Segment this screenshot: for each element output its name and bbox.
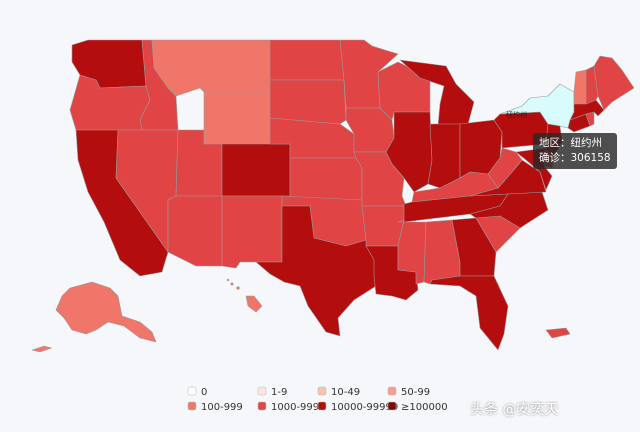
- legend-item[interactable]: 0: [187, 386, 207, 398]
- legend-item[interactable]: ≥100000: [387, 401, 448, 413]
- state-wyoming[interactable]: [203, 91, 271, 145]
- state-north-carolina[interactable]: [469, 191, 549, 229]
- state-north-dakota[interactable]: [269, 39, 345, 81]
- state-new-mexico[interactable]: [221, 195, 283, 269]
- legend-item[interactable]: 10000-99999: [317, 401, 398, 413]
- legend-label: 1-9: [271, 387, 287, 398]
- tooltip-region-line: 地区：纽约州: [539, 137, 602, 149]
- map-tooltip: 地区：纽约州 确诊：306158: [533, 133, 617, 169]
- state-west-virginia[interactable]: [487, 147, 523, 189]
- state-south-dakota[interactable]: [269, 79, 347, 125]
- legend-swatch: [387, 401, 397, 411]
- state-texas[interactable]: [255, 205, 377, 337]
- state-hawaii[interactable]: [245, 295, 263, 313]
- legend-item[interactable]: 1-9: [257, 386, 287, 398]
- state-arizona[interactable]: [167, 195, 223, 267]
- legend-swatch: [187, 401, 197, 411]
- tooltip-confirmed-line: 确诊：306158: [539, 152, 611, 164]
- map-decorations: [31, 278, 240, 353]
- legend-label: ≥100000: [401, 402, 448, 413]
- state-alaska[interactable]: [55, 281, 157, 343]
- state-florida[interactable]: [429, 275, 509, 351]
- legend-swatch: [317, 401, 327, 411]
- hawaii-islet: [236, 286, 240, 290]
- map-label-new-york: 纽约州: [506, 110, 527, 119]
- legend-item[interactable]: 10-49: [317, 386, 360, 398]
- legend-swatch: [387, 386, 397, 396]
- legend-label: 10000-99999: [331, 402, 398, 413]
- legend-swatch: [257, 386, 267, 396]
- state-kansas[interactable]: [289, 157, 363, 201]
- states-layer: [55, 39, 635, 351]
- hawaii-islet: [226, 278, 230, 282]
- state-colorado[interactable]: [221, 143, 291, 197]
- state-puerto-rico[interactable]: [545, 327, 571, 339]
- legend-swatch: [187, 386, 197, 396]
- legend-swatch: [257, 401, 267, 411]
- watermark: 头条 @安奕天: [470, 402, 559, 418]
- legend-label: 10-49: [331, 387, 360, 398]
- legend-item[interactable]: 100-999: [187, 401, 243, 413]
- legend-item[interactable]: 50-99: [387, 386, 430, 398]
- legend-label: 1000-9999: [271, 402, 326, 413]
- state-maine[interactable]: [593, 55, 635, 111]
- state-indiana[interactable]: [427, 123, 461, 189]
- legend-label: 50-99: [401, 387, 430, 398]
- state-montana[interactable]: [151, 39, 271, 97]
- hawaii-islet: [230, 282, 234, 286]
- aleutian-islands: [31, 345, 53, 353]
- legend-item[interactable]: 1000-9999: [257, 401, 326, 413]
- legend-label: 100-999: [201, 402, 243, 413]
- state-vermont[interactable]: [573, 69, 587, 105]
- legend-swatch: [317, 386, 327, 396]
- legend-label: 0: [201, 387, 207, 398]
- legend: 0 1-9 10-49 50-99 100-999 1000-9999 10000-9999…: [187, 386, 448, 413]
